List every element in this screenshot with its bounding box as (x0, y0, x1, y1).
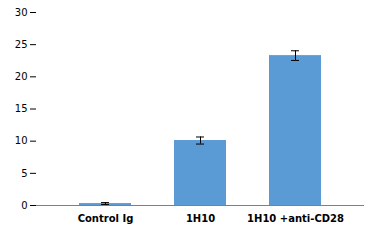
svg-text:1H10 +anti-CD28: 1H10 +anti-CD28 (247, 213, 344, 224)
svg-text:30: 30 (15, 7, 28, 18)
svg-text:0: 0 (21, 200, 27, 211)
svg-text:1H10: 1H10 (186, 213, 215, 224)
svg-text:10: 10 (15, 135, 28, 146)
svg-text:Control Ig: Control Ig (78, 213, 134, 224)
svg-text:25: 25 (15, 39, 28, 50)
svg-text:5: 5 (21, 168, 27, 179)
svg-text:20: 20 (15, 71, 28, 82)
svg-text:15: 15 (15, 103, 28, 114)
